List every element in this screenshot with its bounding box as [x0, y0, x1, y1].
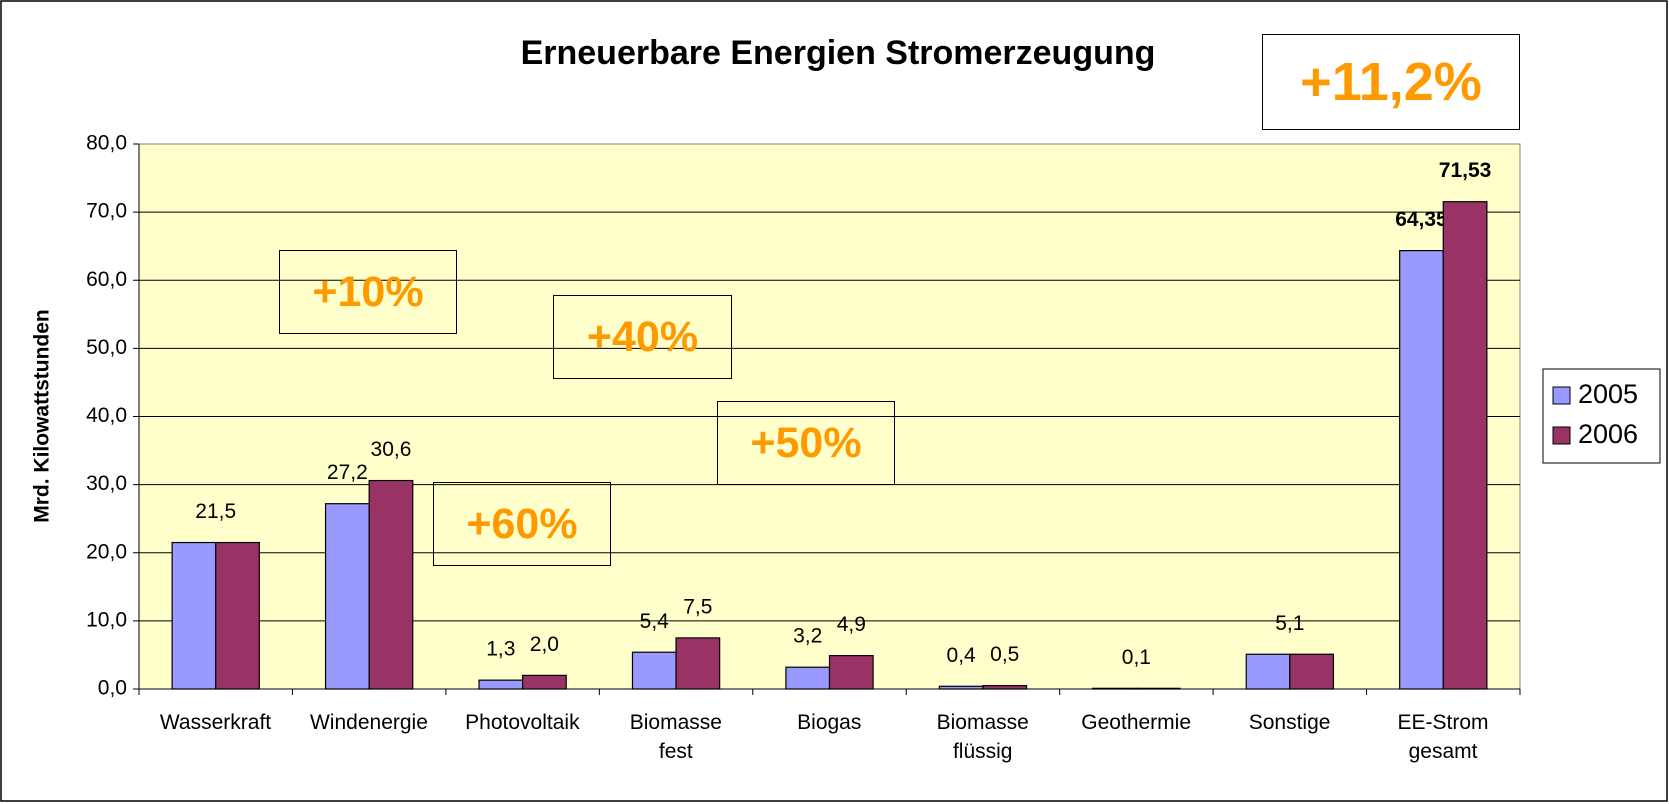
x-tick-label: Biomasse flüssig [936, 711, 1029, 763]
legend-label: 2006 [1578, 419, 1638, 449]
data-label: 30,6 [371, 438, 412, 461]
legend [1542, 368, 1661, 464]
data-label: 27,2 [327, 461, 368, 484]
bar [1245, 653, 1291, 690]
x-tick-label: Photovoltaik [465, 711, 580, 734]
data-label: 5,1 [1275, 612, 1304, 635]
data-label: 1,3 [486, 638, 515, 661]
y-tick-label: 40,0 [86, 404, 127, 427]
bar [828, 655, 874, 690]
bar [522, 674, 567, 690]
bar [324, 503, 370, 690]
data-label: 64,35 [1395, 208, 1448, 231]
data-label: 7,5 [683, 595, 712, 618]
data-label: 21,5 [195, 500, 236, 523]
bar [938, 685, 984, 690]
annotation: +11,2% [1262, 34, 1520, 130]
bar [1092, 687, 1137, 690]
annotation: +50% [717, 401, 895, 485]
x-tick-label: Sonstige [1248, 711, 1331, 734]
data-label: 0,5 [990, 643, 1019, 666]
bar [215, 541, 260, 690]
bar [982, 684, 1028, 690]
legend-swatch [1552, 426, 1571, 445]
bar [1442, 201, 1488, 690]
bar [675, 637, 721, 690]
x-tick-label: Wasserkraft [159, 711, 272, 734]
x-tick-label: Biogas [797, 711, 862, 734]
annotation: +40% [553, 295, 732, 379]
legend-swatch [1552, 386, 1571, 405]
bar [1289, 653, 1335, 690]
y-tick-label: 50,0 [86, 336, 127, 359]
y-tick-label: 70,0 [86, 200, 127, 223]
annotation: +10% [279, 250, 457, 334]
y-tick-label: 20,0 [86, 540, 127, 563]
x-tick-label: Biomasse fest [629, 711, 722, 763]
y-axis-label: Mrd. Kilowattstunden [31, 309, 54, 523]
chart-title: Erneuerbare Energien Stromerzeugung [521, 34, 1156, 72]
annotation: +60% [433, 482, 611, 566]
bar [1399, 250, 1444, 690]
data-label: 2,0 [530, 633, 559, 656]
bar [1135, 687, 1181, 690]
y-tick-label: 10,0 [86, 608, 127, 631]
y-tick-label: 0,0 [98, 677, 127, 700]
bar [368, 479, 414, 690]
y-tick-label: 60,0 [86, 268, 127, 291]
data-label: 5,4 [640, 610, 670, 633]
data-label: 4,9 [837, 613, 866, 636]
data-label: 0,4 [947, 644, 977, 667]
bar [171, 541, 217, 690]
x-tick-label: Geothermie [1081, 711, 1192, 734]
data-label: 0,1 [1122, 646, 1151, 669]
legend-label: 2005 [1578, 379, 1638, 409]
data-label: 71,53 [1439, 159, 1492, 182]
y-tick-label: 30,0 [86, 472, 127, 495]
bar [478, 679, 524, 690]
bar [785, 666, 831, 690]
x-tick-label: Windenergie [309, 711, 428, 734]
x-tick-label: EE-Strom gesamt [1397, 711, 1489, 763]
bar [631, 651, 677, 690]
data-label: 3,2 [793, 625, 822, 648]
y-tick-label: 80,0 [86, 132, 127, 155]
